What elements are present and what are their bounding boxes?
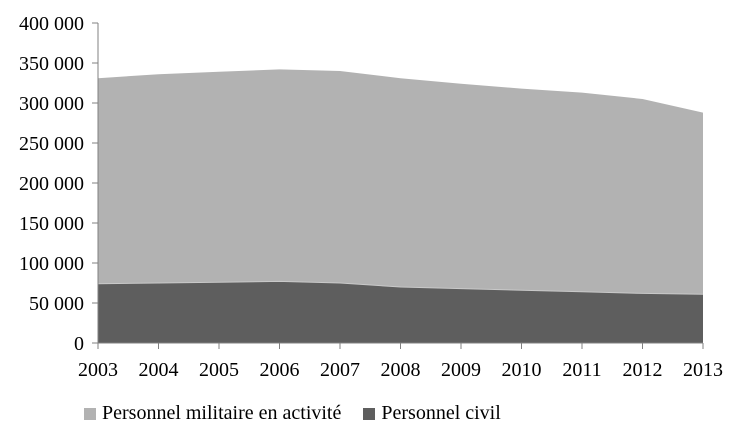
y-tick-label: 400 000 [19,13,84,35]
y-tick-label: 150 000 [19,213,84,235]
y-tick-label: 0 [74,333,84,355]
y-tick-label: 50 000 [29,293,84,315]
y-tick-label: 250 000 [19,133,84,155]
x-tick-label: 2009 [441,359,481,381]
x-tick-label: 2003 [78,359,118,381]
legend-label-personnel-civil: Personnel civil [381,402,501,424]
x-tick-label: 2010 [502,359,542,381]
legend-entry-personnel-militaire: Personnel militaire en activité [84,402,341,425]
area-personnel-militaire [98,69,703,295]
plot-area: 0 50 000 100 000 150 000 200 000 250 000 300 0… [19,13,723,381]
x-tick-label: 2012 [623,359,663,381]
legend-swatch-personnel-militaire-icon [84,407,96,420]
x-tick-label: 2011 [562,359,601,381]
series-boundary-line [97,280,704,295]
x-tick-label: 2008 [381,359,421,381]
area-personnel-civil [98,281,703,343]
x-tick-label: 2004 [139,359,179,381]
x-tick-label: 2007 [320,359,360,381]
legend-label-personnel-militaire: Personnel militaire en activité [102,402,342,424]
legend: Personnel militaire en activité Personne… [84,402,501,425]
x-tick-label: 2013 [683,359,723,381]
legend-swatch-personnel-civil-icon [363,407,376,420]
y-tick-label: 300 000 [19,93,84,115]
y-tick-label: 200 000 [19,173,84,195]
x-tick-label: 2006 [260,359,300,381]
x-tick-label: 2005 [199,359,239,381]
legend-entry-personnel-civil: Personnel civil [363,402,501,425]
y-tick-label: 350 000 [19,53,84,75]
y-tick-label: 100 000 [19,253,84,275]
